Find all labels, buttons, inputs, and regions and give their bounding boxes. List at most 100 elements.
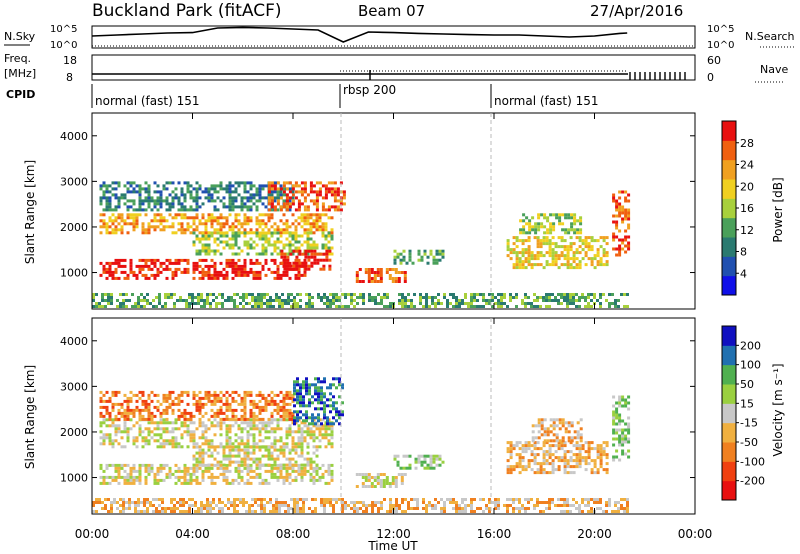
echo-cell bbox=[621, 205, 625, 209]
echo-cell bbox=[207, 234, 211, 238]
echo-cell bbox=[335, 501, 338, 504]
echo-cell bbox=[367, 268, 371, 271]
echo-cell bbox=[270, 445, 274, 449]
echo-cell bbox=[210, 414, 214, 418]
echo-cell bbox=[615, 205, 619, 209]
nave-end-ticks bbox=[629, 72, 686, 80]
echo-cell bbox=[414, 457, 418, 461]
echo-cell bbox=[524, 305, 527, 308]
echo-cell bbox=[297, 199, 301, 203]
echo-cell bbox=[524, 260, 528, 264]
echo-cell bbox=[228, 181, 232, 185]
echo-cell bbox=[237, 442, 241, 446]
echo-cell bbox=[399, 466, 403, 470]
echo-cell bbox=[361, 476, 365, 479]
echo-cell bbox=[624, 211, 628, 215]
echo-cell bbox=[282, 270, 286, 274]
echo-cell bbox=[593, 266, 597, 270]
echo-cell bbox=[165, 439, 169, 443]
echo-cell bbox=[285, 231, 289, 235]
echo-cell bbox=[276, 457, 280, 461]
echo-cell bbox=[191, 498, 194, 501]
echo-cell bbox=[276, 427, 280, 431]
echo-cell bbox=[219, 396, 223, 400]
echo-cell bbox=[392, 504, 395, 507]
echo-cell bbox=[135, 393, 139, 397]
echo-cell bbox=[560, 459, 564, 463]
echo-cell bbox=[341, 401, 344, 405]
echo-cell bbox=[273, 261, 277, 265]
echo-cell bbox=[416, 501, 419, 504]
echo-cell bbox=[294, 261, 298, 265]
echo-cell bbox=[147, 184, 151, 188]
echo-cell bbox=[572, 504, 575, 507]
echo-cell bbox=[324, 481, 328, 485]
echo-cell bbox=[243, 451, 247, 455]
echo-cell bbox=[164, 302, 167, 305]
echo-cell bbox=[123, 475, 127, 479]
echo-cell bbox=[219, 234, 223, 238]
echo-cell bbox=[321, 205, 325, 209]
echo-cell bbox=[117, 213, 121, 217]
echo-cell bbox=[312, 231, 316, 235]
echo-cell bbox=[558, 427, 562, 431]
echo-cell bbox=[612, 422, 616, 426]
echo-cell bbox=[102, 219, 106, 223]
echo-cell bbox=[207, 246, 211, 250]
echo-cell bbox=[437, 302, 440, 305]
echo-cell bbox=[621, 211, 625, 215]
echo-cell bbox=[228, 225, 232, 229]
echo-cell bbox=[599, 498, 602, 501]
echo-cell bbox=[251, 504, 254, 507]
echo-cell bbox=[105, 267, 109, 271]
echo-cell bbox=[156, 439, 160, 443]
echo-cell bbox=[210, 219, 214, 223]
echo-cell bbox=[246, 424, 250, 428]
echo-cell bbox=[213, 270, 217, 274]
echo-cell bbox=[500, 305, 503, 308]
echo-cell bbox=[533, 299, 536, 302]
echo-cell bbox=[554, 242, 558, 246]
echo-cell bbox=[129, 411, 133, 415]
echo-cell bbox=[222, 187, 226, 191]
echo-cell bbox=[403, 280, 407, 283]
echo-cell bbox=[394, 268, 398, 271]
echo-cell bbox=[563, 441, 567, 445]
echo-cell bbox=[294, 237, 298, 241]
echo-cell bbox=[186, 222, 190, 226]
echo-cell bbox=[168, 261, 172, 265]
echo-cell bbox=[105, 231, 109, 235]
echo-cell bbox=[219, 240, 223, 244]
echo-cell bbox=[312, 478, 316, 482]
echo-cell bbox=[509, 468, 513, 472]
echo-cell bbox=[536, 305, 539, 308]
echo-cell bbox=[213, 399, 217, 403]
echo-cell bbox=[270, 208, 274, 212]
echo-cell bbox=[309, 472, 313, 476]
echo-cell bbox=[123, 399, 127, 403]
echo-cell bbox=[590, 299, 593, 302]
echo-cell bbox=[225, 454, 229, 458]
echo-cell bbox=[270, 399, 274, 403]
echo-cell bbox=[276, 270, 280, 274]
echo-cell bbox=[183, 181, 187, 185]
echo-cell bbox=[180, 213, 184, 217]
echo-cell bbox=[210, 408, 214, 412]
echo-cell bbox=[563, 248, 567, 252]
echo-cell bbox=[566, 450, 570, 454]
echo-cell bbox=[216, 249, 220, 253]
echo-cell bbox=[198, 463, 202, 467]
echo-cell bbox=[111, 402, 115, 406]
echo-cell bbox=[413, 507, 416, 510]
echo-cell bbox=[426, 454, 430, 458]
echo-cell bbox=[551, 242, 555, 246]
echo-cell bbox=[627, 193, 631, 197]
echo-cell bbox=[377, 302, 380, 305]
echo-cell bbox=[156, 267, 160, 271]
echo-cell bbox=[263, 296, 266, 299]
echo-cell bbox=[273, 196, 277, 200]
echo-cell bbox=[147, 222, 151, 226]
echo-cell bbox=[620, 498, 623, 501]
echo-cell bbox=[399, 258, 403, 262]
